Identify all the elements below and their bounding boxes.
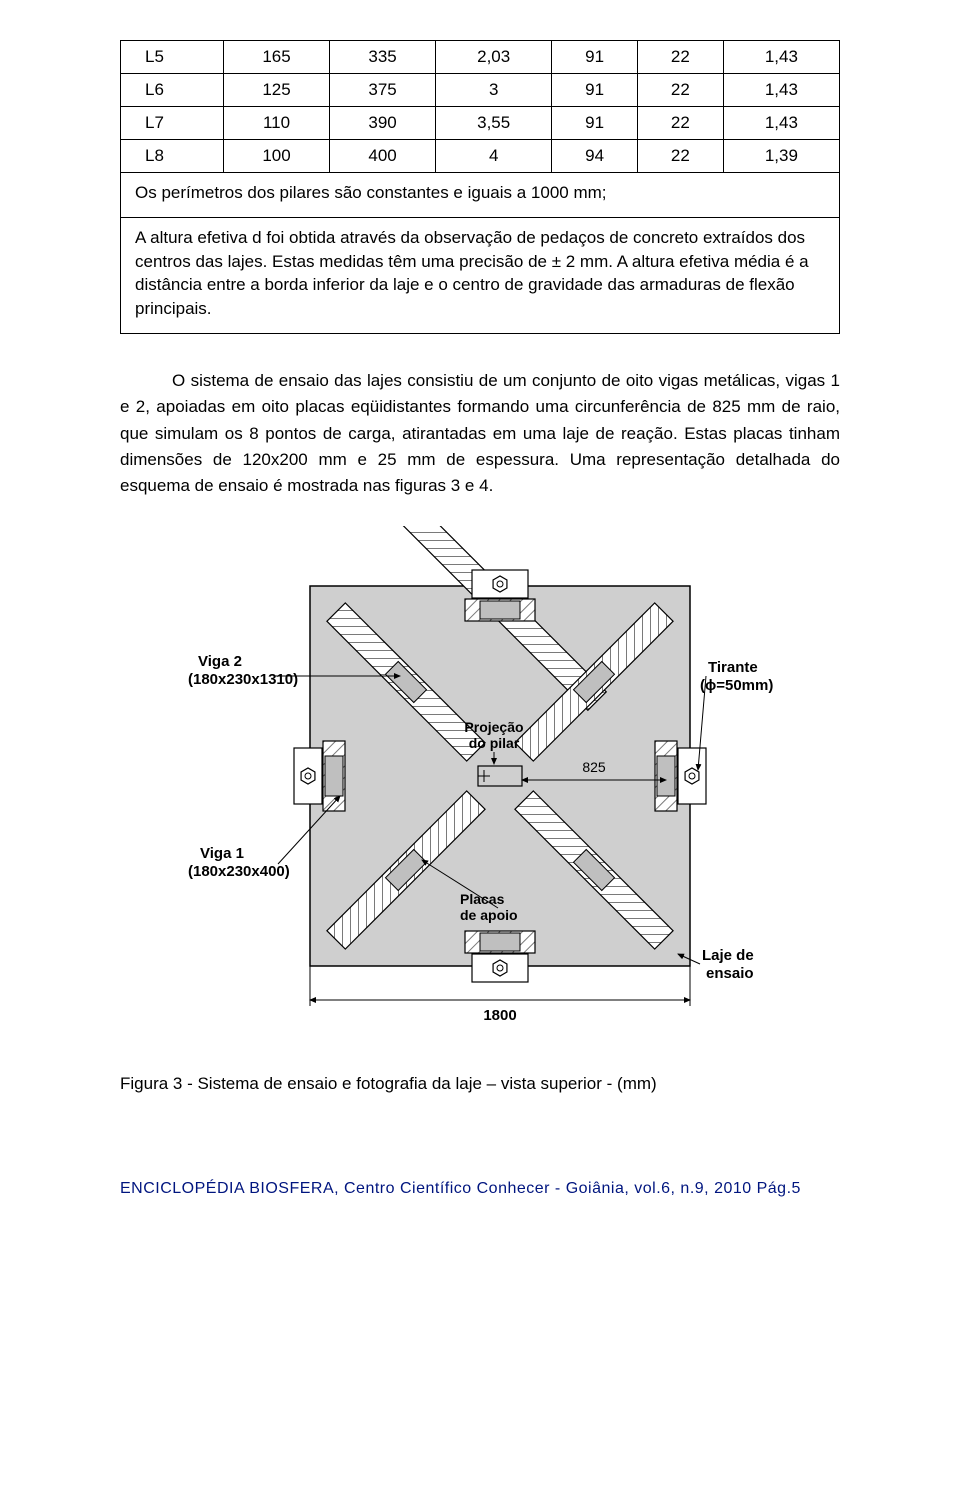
table-cell: 165 bbox=[224, 41, 330, 74]
table-cell: 22 bbox=[638, 74, 724, 107]
svg-text:825: 825 bbox=[582, 759, 606, 775]
table-note-row: A altura efetiva d foi obtida através da… bbox=[121, 217, 840, 333]
table-row: L51653352,0391221,43 bbox=[121, 41, 840, 74]
page-footer: ENCICLOPÉDIA BIOSFERA, Centro Científico… bbox=[120, 1180, 840, 1198]
svg-text:Placas: Placas bbox=[460, 891, 505, 907]
table-cell: 22 bbox=[638, 107, 724, 140]
table-cell: 91 bbox=[552, 107, 638, 140]
table-cell: 4 bbox=[436, 140, 552, 173]
svg-text:(180x230x1310): (180x230x1310) bbox=[188, 671, 298, 688]
table-cell: 22 bbox=[638, 41, 724, 74]
svg-text:Tirante: Tirante bbox=[708, 659, 758, 676]
figure-svg: 825 1800 Viga 2(180x230x1310) Tirante(ϕ=50m… bbox=[170, 526, 790, 1046]
table-cell: 3 bbox=[436, 74, 552, 107]
table-cell: L8 bbox=[121, 140, 224, 173]
svg-text:Laje de: Laje de bbox=[702, 947, 754, 964]
svg-text:(ϕ=50mm): (ϕ=50mm) bbox=[700, 677, 773, 694]
table-cell: 1,39 bbox=[723, 140, 839, 173]
svg-text:Projeção: Projeção bbox=[464, 719, 523, 735]
table-cell: 125 bbox=[224, 74, 330, 107]
table-row: L71103903,5591221,43 bbox=[121, 107, 840, 140]
page-container: L51653352,0391221,43L6125375391221,43L71… bbox=[0, 0, 960, 1228]
svg-text:Viga 2: Viga 2 bbox=[198, 653, 242, 670]
table-cell: 2,03 bbox=[436, 41, 552, 74]
svg-text:do pilar: do pilar bbox=[469, 735, 520, 751]
table-cell: L6 bbox=[121, 74, 224, 107]
table-cell: L5 bbox=[121, 41, 224, 74]
table-cell: 335 bbox=[330, 41, 436, 74]
svg-text:1800: 1800 bbox=[483, 1007, 516, 1024]
table-cell: L7 bbox=[121, 107, 224, 140]
table-cell: 22 bbox=[638, 140, 724, 173]
table-note: Os perímetros dos pilares são constantes… bbox=[121, 173, 840, 218]
table-cell: 3,55 bbox=[436, 107, 552, 140]
table-row: L6125375391221,43 bbox=[121, 74, 840, 107]
table-note-row: Os perímetros dos pilares são constantes… bbox=[121, 173, 840, 218]
svg-text:Viga 1: Viga 1 bbox=[200, 845, 244, 862]
table-cell: 91 bbox=[552, 41, 638, 74]
table-cell: 1,43 bbox=[723, 74, 839, 107]
table-row: L8100400494221,39 bbox=[121, 140, 840, 173]
table-cell: 110 bbox=[224, 107, 330, 140]
figure-caption: Figura 3 - Sistema de ensaio e fotografi… bbox=[120, 1074, 840, 1094]
table-cell: 390 bbox=[330, 107, 436, 140]
body-paragraph: O sistema de ensaio das lajes consistiu … bbox=[120, 368, 840, 500]
table-cell: 100 bbox=[224, 140, 330, 173]
table-cell: 400 bbox=[330, 140, 436, 173]
data-table: L51653352,0391221,43L6125375391221,43L71… bbox=[120, 40, 840, 334]
table-cell: 375 bbox=[330, 74, 436, 107]
table-body: L51653352,0391221,43L6125375391221,43L71… bbox=[121, 41, 840, 334]
figure-3: 825 1800 Viga 2(180x230x1310) Tirante(ϕ=50m… bbox=[120, 526, 840, 1046]
svg-text:ensaio: ensaio bbox=[706, 965, 754, 982]
table-cell: 91 bbox=[552, 74, 638, 107]
table-cell: 1,43 bbox=[723, 107, 839, 140]
table-note: A altura efetiva d foi obtida através da… bbox=[121, 217, 840, 333]
svg-text:de apoio: de apoio bbox=[460, 907, 518, 923]
table-cell: 1,43 bbox=[723, 41, 839, 74]
svg-text:(180x230x400): (180x230x400) bbox=[188, 863, 290, 880]
table-cell: 94 bbox=[552, 140, 638, 173]
